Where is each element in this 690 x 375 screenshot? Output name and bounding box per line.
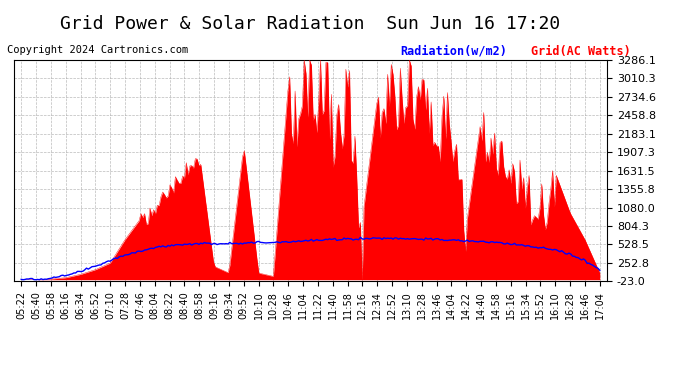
Text: Copyright 2024 Cartronics.com: Copyright 2024 Cartronics.com (7, 45, 188, 55)
Text: Radiation(w/m2): Radiation(w/m2) (400, 45, 507, 58)
Text: Grid Power & Solar Radiation  Sun Jun 16 17:20: Grid Power & Solar Radiation Sun Jun 16 … (61, 15, 560, 33)
Text: Grid(AC Watts): Grid(AC Watts) (531, 45, 631, 58)
